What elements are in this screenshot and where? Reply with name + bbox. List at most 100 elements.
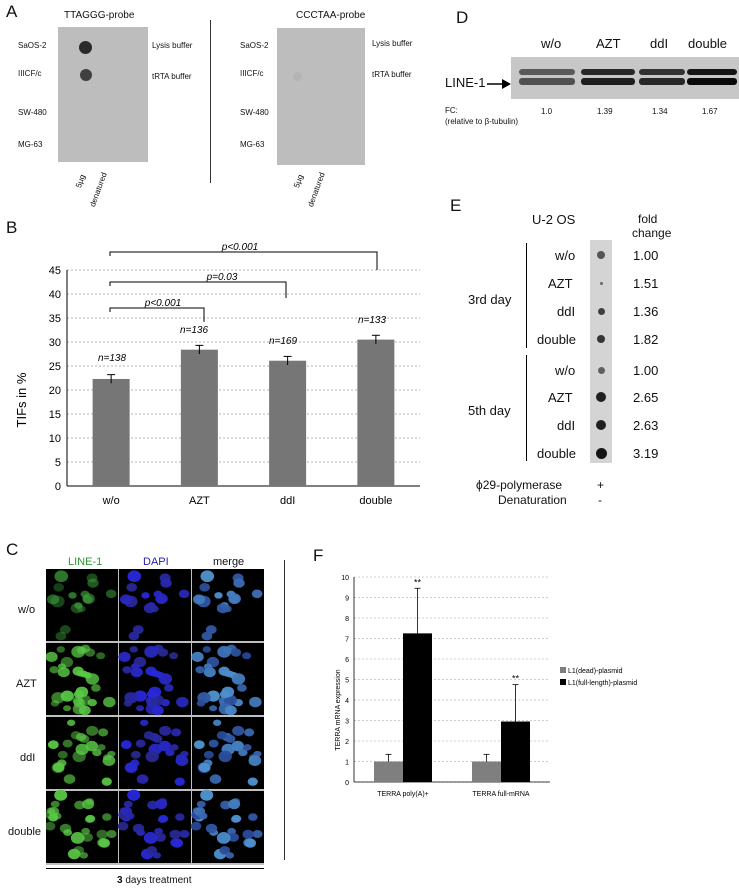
nucleus [74,602,83,609]
nucleus [244,728,255,737]
nucleus [152,670,162,678]
nucleus [157,648,169,657]
nucleus [231,814,242,823]
nucleus [237,684,247,692]
nucleus [169,829,181,839]
treatment-days-label: 3 days treatment [117,875,192,886]
nucleus [203,750,214,759]
nucleus [155,593,168,604]
nucleus [238,748,248,757]
nucleus [144,645,159,658]
nucleus [165,748,175,757]
dot-signal [293,72,302,81]
col-header-line1: LINE-1 [68,556,103,568]
nucleus [230,648,242,657]
nucleus [132,625,144,634]
dotblot-signal [596,420,606,430]
fold-change-value: 1.82 [633,332,659,347]
nucleus [135,739,146,748]
nucleus [68,592,77,599]
dotblot-strip [590,240,612,463]
row-iiicf-right: IIICF/c [240,69,264,78]
nucleus [96,652,106,660]
nucleus [251,589,263,599]
col-5ug-right: 5μg [292,173,306,190]
nucleus [170,744,179,751]
nucleus [129,646,139,653]
nucleus [92,748,102,757]
nucleus [224,705,237,716]
bracket-wo-ddi [109,281,287,298]
treatment-label: AZT [548,276,573,291]
row-label-azt: AZT [16,678,37,690]
row-label-wo: w/o [18,604,36,616]
y-tick-label: 7 [345,637,349,644]
nucleus [191,651,204,663]
panel-c-divider [284,560,285,860]
lysis-buffer-left: Lysis buffer [152,41,193,50]
nucleus [66,719,76,726]
nucleus [248,755,262,767]
y-tick-label: 0 [55,481,61,493]
y-tick-label: 2 [345,739,349,746]
lane-label-ddi: ddI [650,36,669,51]
nucleus [198,812,208,820]
nucleus [57,750,68,759]
row-saos2-right: SaOS-2 [240,41,269,50]
panel-d-letter: D [456,8,469,27]
fold-change-value: 2.65 [633,390,659,405]
nucleus [225,734,236,743]
nucleus [225,670,235,678]
nucleus [205,625,217,634]
y-tick-label: 35 [49,313,61,325]
nucleus [82,832,94,842]
arrow-right-icon [487,79,511,89]
x-category-label: w/o [102,495,120,507]
ttaggg-probe-title: TTAGGG-probe [64,10,135,21]
panel-f-letter: F [313,546,324,565]
nucleus [117,821,129,831]
phi29-label: ϕ29-polymerase [476,478,563,492]
day5-label: 5th day [468,403,511,418]
nucleus [196,800,206,808]
bar [472,761,501,782]
row-mg63-left: MG-63 [18,140,43,149]
pval-wo-double: p<0.001 [221,242,258,253]
nucleus [195,666,205,674]
nucleus [73,845,85,855]
blot-band [639,69,685,75]
nucleus [123,800,133,808]
nucleus [169,652,179,660]
nucleus [136,774,149,784]
nucleus [105,589,117,599]
nucleus [125,812,135,820]
nucleus [59,823,72,834]
y-tick-label: 40 [49,289,61,301]
y-tick-label: 5 [55,457,61,469]
bar [403,633,432,782]
nucleus [63,774,76,784]
panel-e-letter: E [450,196,462,215]
nucleus [174,777,185,786]
y-tick-label: 6 [345,657,349,664]
nucleus [98,838,111,848]
nucleus [202,646,212,653]
nucleus [244,838,257,848]
nucleus [231,673,246,685]
x-category-label: TERRA full-mRNA [472,791,530,798]
nucleus [243,744,252,751]
treatment-label: ddI [557,418,576,433]
nucleus [96,829,108,839]
nucleus [252,829,263,838]
nucleus [102,813,112,821]
dotblot-signal [597,335,605,343]
pval-wo-ddi: p=0.03 [206,272,238,283]
nucleus [249,696,262,708]
nucleus [171,728,182,737]
nucleus [46,821,56,831]
y-tick-label: 25 [49,361,61,373]
nucleus [152,734,163,743]
dotblot-signal [597,307,605,315]
microscopy-grid [46,569,264,865]
dotblot-signal [597,251,605,259]
